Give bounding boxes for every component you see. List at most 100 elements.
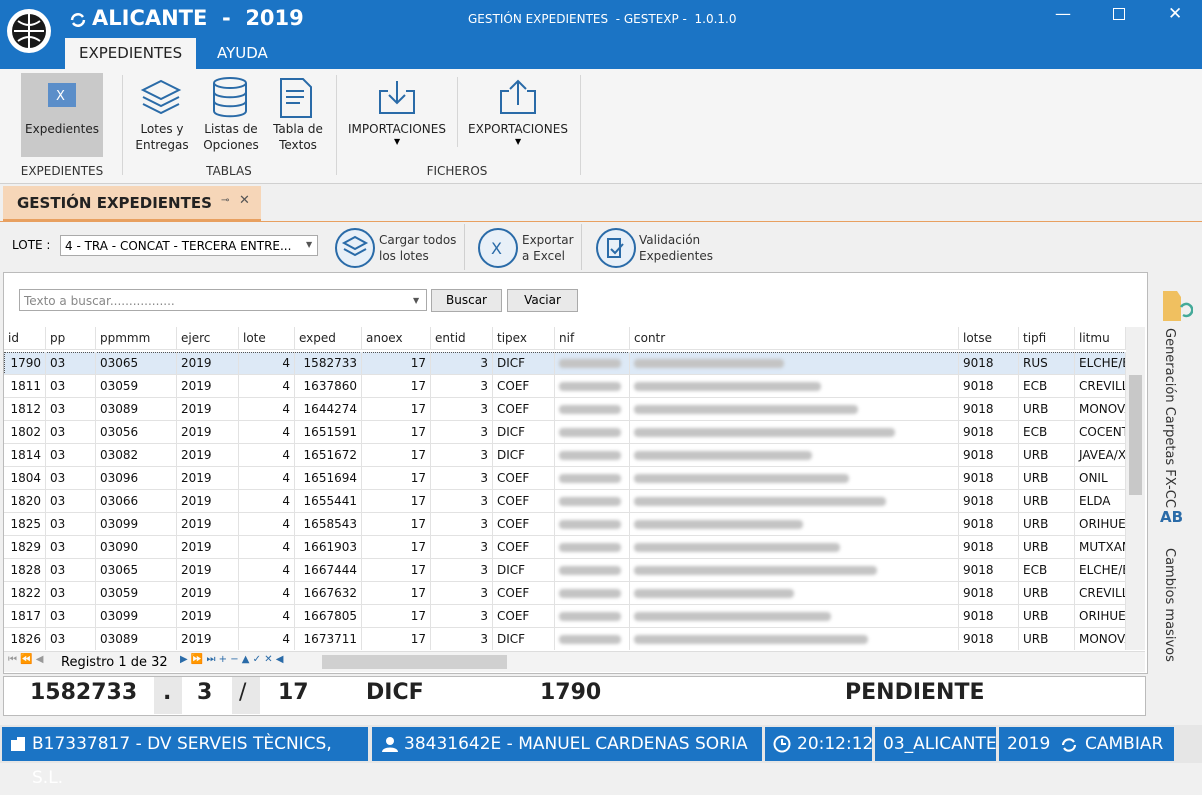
excel-icon: X [48,83,76,107]
table-cell: 03 [46,375,96,398]
import-icon [379,81,415,114]
lote-combo[interactable]: 4 - TRA - CONCAT - TERCERA ENTRE... [60,235,318,256]
table-cell: DICF [493,352,555,375]
column-header: entid [431,327,493,350]
table-cell: DICF [493,628,555,650]
table-cell: 2019 [177,628,239,650]
separator [336,75,337,175]
summary-exped: 1582733 [30,680,138,705]
ribbon-tab[interactable]: EXPEDIENTES [65,38,197,69]
group-label: FICHEROS [426,164,488,178]
table-cell [555,513,630,536]
table-cell: 9018 [959,582,1019,605]
table-cell: 03096 [96,467,177,490]
table-cell: JAVEA/X [1075,444,1126,467]
table-cell: 9018 [959,490,1019,513]
group-label: TABLAS [206,164,252,178]
table-cell: 03 [46,582,96,605]
close-tab[interactable]: ✕ [239,193,250,208]
table-cell: 4 [239,536,295,559]
group-label: EXPEDIENTES [20,164,104,178]
document-tab-title: GESTIÓN EXPEDIENTES [17,194,212,212]
column-header: litmu [1075,327,1126,350]
summary-slash: / [239,680,247,705]
summary-sep [154,677,182,714]
table-cell: 1811 [4,375,46,398]
clock-icon [773,735,791,753]
table-cell: 03082 [96,444,177,467]
ribbon-button[interactable]: IMPORTACIONES [348,122,446,136]
table-cell: 1655441 [295,490,362,513]
table-cell: COEF [493,490,555,513]
table-cell: URB [1019,582,1075,605]
table-cell: ORIHUE [1075,605,1126,628]
table-cell: 1829 [4,536,46,559]
side-panel-item[interactable]: Generación Carpetas FX-CC [1162,328,1177,508]
table-cell: COEF [493,582,555,605]
clear-button[interactable]: Vaciar [507,289,578,312]
nav-buttons[interactable]: ▶ ⏩ ⏭ + − ▲ ✓ ✕ ◀ [180,654,284,665]
table-cell: 1820 [4,490,46,513]
summary-dot: . [163,680,172,705]
text-icon [280,78,312,118]
table-cell [630,628,959,650]
table-cell: COEF [493,467,555,490]
table-cell: 03099 [96,605,177,628]
ribbon-button[interactable]: EXPORTACIONES [468,122,568,136]
side-panel-item[interactable]: Cambios masivos [1162,548,1177,662]
table-cell [630,605,959,628]
toolbar-button[interactable]: Cargar todos los lotes [379,233,457,263]
minimize[interactable]: — [1055,4,1071,23]
table-cell: 9018 [959,628,1019,650]
table-cell: 17 [362,444,431,467]
table-cell: 9018 [959,375,1019,398]
table-cell: 3 [431,605,493,628]
document-tab[interactable]: GESTIÓN EXPEDIENTES ⊸ ✕ [3,186,261,221]
table-cell [555,398,630,421]
blurred-text [559,612,621,621]
search-box[interactable]: Texto a buscar................. [19,289,427,311]
close[interactable]: ✕ [1168,4,1183,24]
lote-value: 4 - TRA - CONCAT - TERCERA ENTRE... [65,239,292,253]
table-cell [555,490,630,513]
table-cell: 03 [46,421,96,444]
column-header: pp [46,327,96,350]
scroll-thumb[interactable] [1129,375,1142,495]
table-cell: 2019 [177,605,239,628]
status-text: 20:12:12 [797,734,874,754]
table-cell: 3 [431,467,493,490]
maximize[interactable] [1113,8,1125,20]
table-cell: 1667805 [295,605,362,628]
table-cell: 03059 [96,375,177,398]
v-scrollbar [1126,327,1145,650]
table-cell: 4 [239,605,295,628]
table-cell: 1673711 [295,628,362,650]
toolbar-button[interactable]: Exportar a Excel [522,233,574,263]
ribbon-tab[interactable]: AYUDA [217,44,268,62]
ribbon-button[interactable]: Tabla de Textos [273,122,323,152]
nav-buttons[interactable]: ⏮ ⏪ ◀ [8,654,44,665]
search-button[interactable]: Buscar [431,289,502,312]
table-cell [555,605,630,628]
table-cell: 4 [239,490,295,513]
pin[interactable]: ⊸ [221,195,230,206]
load-icon [335,228,375,268]
toolbar-button[interactable]: Validación Expedientes [639,233,713,263]
blurred-text [634,543,840,552]
status-time: 20:12:12 [765,727,874,761]
separator [581,224,582,270]
excel-export-icon: X [478,228,518,268]
table-cell: 1812 [4,398,46,421]
table-cell: URB [1019,536,1075,559]
table-cell: 3 [431,559,493,582]
table-cell: URB [1019,490,1075,513]
table-cell: URB [1019,605,1075,628]
table-cell [555,444,630,467]
h-scroll-thumb[interactable] [322,655,507,669]
table-cell: ONIL [1075,467,1126,490]
ribbon-button[interactable]: Listas de Opciones [203,122,259,152]
blurred-text [559,520,621,529]
ribbon-button[interactable]: Lotes y Entregas [135,122,189,152]
ribbon-button[interactable]: Expedientes [25,122,99,136]
status-year[interactable]: 2019 CAMBIAR [999,727,1174,761]
